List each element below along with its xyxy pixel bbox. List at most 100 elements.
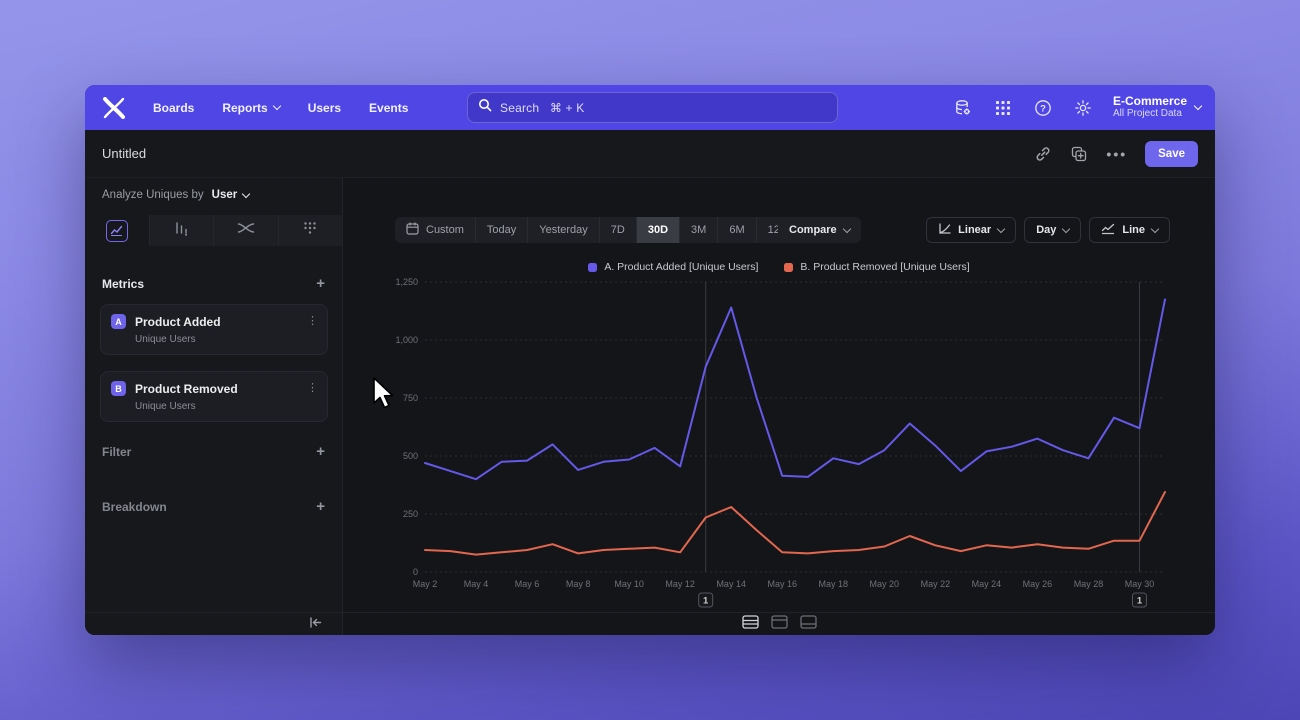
chart-legend: A. Product Added [Unique Users] B. Produ… xyxy=(343,261,1215,273)
svg-text:1: 1 xyxy=(1137,596,1143,607)
metrics-title: Metrics xyxy=(102,276,145,291)
app-window: Boards Reports Users Events xyxy=(85,85,1215,635)
metric-aggregation[interactable]: Unique Users xyxy=(135,334,196,345)
chevron-down-icon xyxy=(1150,224,1160,233)
share-link-icon[interactable] xyxy=(1034,145,1052,163)
nav-item-boards[interactable]: Boards xyxy=(153,100,195,115)
range-custom[interactable]: Custom xyxy=(395,217,475,243)
svg-text:750: 750 xyxy=(403,393,418,403)
compare-button[interactable]: Compare xyxy=(778,217,861,243)
svg-text:May 16: May 16 xyxy=(767,579,797,589)
svg-text:1,250: 1,250 xyxy=(395,278,418,287)
legend-item-a[interactable]: A. Product Added [Unique Users] xyxy=(588,261,758,273)
project-switcher[interactable]: E-Commerce All Project Data xyxy=(1112,94,1203,120)
filter-title: Filter xyxy=(102,444,132,459)
chart-display-controls: Linear Day Line xyxy=(926,217,1170,243)
data-management-icon[interactable] xyxy=(953,98,973,118)
settings-gear-icon[interactable] xyxy=(1073,98,1093,118)
svg-text:May 30: May 30 xyxy=(1125,579,1155,589)
legend-item-b[interactable]: B. Product Removed [Unique Users] xyxy=(784,261,970,273)
range-3m[interactable]: 3M xyxy=(679,217,717,243)
svg-text:May 28: May 28 xyxy=(1074,579,1104,589)
mixpanel-logo-icon[interactable] xyxy=(101,96,127,120)
legend-swatch-b xyxy=(784,262,794,272)
metrics-section-header: Metrics + xyxy=(102,276,325,291)
save-button[interactable]: Save xyxy=(1145,140,1198,167)
tab-line-chart[interactable] xyxy=(85,215,149,246)
duplicate-icon[interactable] xyxy=(1070,145,1088,163)
svg-text:0: 0 xyxy=(413,567,418,577)
legend-swatch-a xyxy=(588,262,598,272)
svg-text:1: 1 xyxy=(703,596,709,607)
line-chart-icon xyxy=(105,219,128,242)
svg-text:May 8: May 8 xyxy=(566,579,591,589)
interval-dropdown[interactable]: Day xyxy=(1024,217,1082,243)
sidebar-footer xyxy=(85,612,342,635)
chart-top-view-icon[interactable] xyxy=(770,614,788,634)
navbar-right-cluster: ? E-Commerce All Project Data xyxy=(953,85,1203,130)
svg-text:?: ? xyxy=(1040,103,1046,114)
chart-panel: Custom Today Yesterday 7D 30D 3M 6M 12M … xyxy=(343,178,1215,635)
metric-card-b[interactable]: B Product Removed ⋮ Unique Users xyxy=(100,371,328,422)
filter-section-header: Filter + xyxy=(102,444,325,459)
tab-bar-chart[interactable] xyxy=(148,215,213,246)
range-6m[interactable]: 6M xyxy=(717,217,755,243)
project-name: E-Commerce xyxy=(1112,94,1187,108)
tab-metrics-grid[interactable] xyxy=(277,215,342,246)
chart-type-dropdown[interactable]: Line xyxy=(1089,217,1170,243)
chevron-down-icon xyxy=(1193,101,1203,111)
more-options-button[interactable]: ••• xyxy=(1106,145,1128,162)
svg-text:May 24: May 24 xyxy=(972,579,1002,589)
svg-text:May 18: May 18 xyxy=(819,579,849,589)
range-7d[interactable]: 7D xyxy=(598,217,636,243)
metric-options-icon[interactable]: ⋮ xyxy=(307,382,318,394)
svg-text:May 10: May 10 xyxy=(614,579,644,589)
search-input[interactable] xyxy=(500,100,827,115)
svg-text:May 6: May 6 xyxy=(515,579,540,589)
svg-text:500: 500 xyxy=(403,451,418,461)
nav-item-users[interactable]: Users xyxy=(307,100,342,115)
svg-text:May 14: May 14 xyxy=(716,579,746,589)
metric-badge-a: A xyxy=(111,314,126,329)
range-30d[interactable]: 30D xyxy=(635,217,680,243)
table-bottom-view-icon[interactable] xyxy=(799,614,817,634)
breakdown-section-header: Breakdown + xyxy=(102,499,325,514)
global-search-bar[interactable] xyxy=(467,92,838,123)
svg-text:May 22: May 22 xyxy=(921,579,951,589)
analyze-uniques-row: Analyze Uniques by User xyxy=(102,189,251,201)
chevron-down-icon xyxy=(842,224,851,233)
chart-and-table-view-icon[interactable] xyxy=(741,614,759,634)
metric-card-a[interactable]: A Product Added ⋮ Unique Users xyxy=(100,304,328,355)
metric-options-icon[interactable]: ⋮ xyxy=(307,315,318,327)
chevron-down-icon xyxy=(241,189,251,198)
svg-text:May 26: May 26 xyxy=(1023,579,1053,589)
svg-text:May 4: May 4 xyxy=(464,579,489,589)
add-metric-button[interactable]: + xyxy=(316,275,325,292)
search-icon xyxy=(478,98,492,117)
calendar-icon xyxy=(406,222,419,238)
nav-item-events[interactable]: Events xyxy=(369,100,409,115)
line-chart[interactable]: 0 250 500 750 1,000 1,250 May 2 May 4 May 6 May 8… xyxy=(383,277,1183,618)
query-builder-sidebar: Analyze Uniques by User xyxy=(85,178,343,635)
help-icon[interactable]: ? xyxy=(1033,98,1053,118)
collapse-sidebar-icon[interactable] xyxy=(309,615,322,633)
range-yesterday[interactable]: Yesterday xyxy=(527,217,599,243)
scale-dropdown[interactable]: Linear xyxy=(926,217,1017,243)
apps-grid-icon[interactable] xyxy=(993,98,1013,118)
analyze-entity-dropdown[interactable]: User xyxy=(212,189,251,201)
bar-chart-icon xyxy=(173,220,190,242)
add-filter-button[interactable]: + xyxy=(316,443,325,460)
report-title[interactable]: Untitled xyxy=(102,146,147,161)
visualization-tabs xyxy=(85,215,342,246)
report-title-bar: Untitled ••• Save xyxy=(85,130,1215,178)
tab-flows[interactable] xyxy=(213,215,278,246)
metric-aggregation[interactable]: Unique Users xyxy=(135,401,196,412)
add-breakdown-button[interactable]: + xyxy=(316,498,325,515)
range-today[interactable]: Today xyxy=(474,217,527,243)
chevron-down-icon xyxy=(272,101,281,111)
nav-item-reports[interactable]: Reports xyxy=(222,101,281,115)
svg-text:May 20: May 20 xyxy=(870,579,900,589)
project-scope: All Project Data xyxy=(1112,108,1182,119)
breakdown-title: Breakdown xyxy=(102,499,167,514)
